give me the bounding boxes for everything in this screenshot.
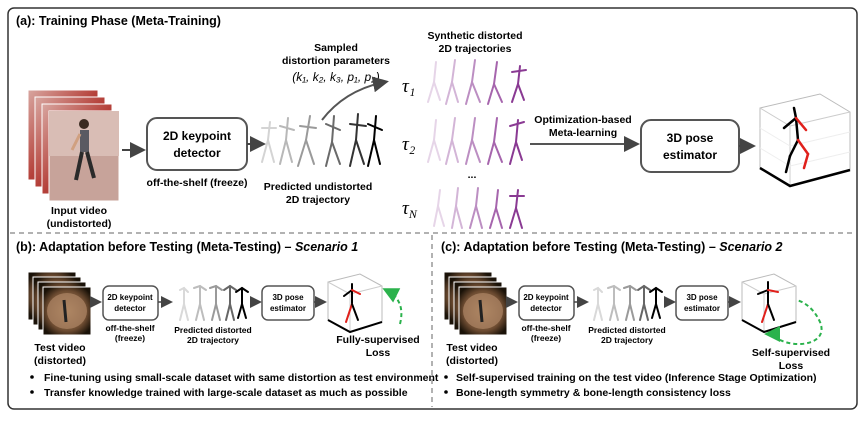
detector-caption: off-the-shelf (freeze) — [147, 177, 248, 189]
detector-c-caption-2: (freeze) — [531, 333, 561, 343]
panel-a-title: (a): Training Phase (Meta-Training) — [16, 14, 221, 28]
panel-b-bullets: Fine-tuning using small-scale dataset wi… — [30, 372, 439, 399]
detector-b-caption-2: (freeze) — [115, 333, 145, 343]
3d-pose-plot-b — [327, 273, 383, 334]
synthetic-trajectory-n — [433, 187, 525, 229]
test-video-stack-c — [443, 271, 508, 336]
3d-pose-plot — [759, 93, 851, 188]
detector-b-label-2: detector — [114, 304, 146, 313]
fully-supervised-label-2: Loss — [366, 347, 391, 359]
estimator-c-label-2: estimator — [684, 304, 720, 313]
estimator-box — [640, 119, 740, 173]
input-video-label-1: Input video — [51, 205, 107, 217]
detector-c-caption-1: off-the-shelf — [521, 323, 570, 333]
detector-box — [146, 117, 248, 171]
estimator-label-2: estimator — [663, 148, 717, 162]
panel-b-bullet-2: Transfer knowledge trained with large-sc… — [44, 387, 408, 399]
fully-supervised-arrow — [382, 288, 403, 325]
synthetic-label-2: 2D trajectories — [439, 43, 512, 55]
opt-label-1: Optimization-based — [534, 114, 631, 126]
panel-c-bullet-1: Self-supervised training on the test vid… — [456, 372, 817, 384]
panel-c-bullet-2: Bone-length symmetry & bone-length consi… — [456, 387, 731, 399]
detector-label-2: detector — [173, 146, 221, 160]
curved-sampling-arrow — [321, 76, 389, 121]
outer-frame — [7, 7, 858, 410]
detector-b-label-1: 2D keypoint — [107, 293, 153, 302]
estimator-box-c — [675, 285, 729, 321]
detector-c-label-2: detector — [530, 304, 562, 313]
self-supervised-label-1: Self-supervised — [752, 347, 830, 359]
detector-label-1: 2D keypoint — [163, 129, 231, 143]
tau-1-label: τ₁ — [402, 76, 415, 97]
predicted-distorted-b-label-2: 2D trajectory — [187, 335, 239, 345]
ellipsis: ... — [468, 169, 477, 181]
detector-c-label-1: 2D keypoint — [523, 293, 569, 302]
tau-n-label: τN — [402, 198, 418, 221]
sampled-label-2: distortion parameters — [282, 55, 390, 67]
estimator-b-label-1: 3D pose — [272, 293, 304, 302]
synthetic-label-1: Synthetic distorted — [427, 30, 522, 42]
3d-pose-plot-c — [741, 273, 797, 334]
predicted-undistorted-label-2: 2D trajectory — [286, 194, 350, 206]
tau-2-label: τ₂ — [402, 134, 416, 155]
input-video-stack — [27, 89, 120, 202]
opt-label-2: Meta-learning — [549, 127, 617, 139]
predicted-distorted-b-label-1: Predicted distorted — [174, 325, 251, 335]
test-video-c-label-1: Test video — [446, 342, 497, 354]
predicted-distorted-c-label-2: 2D trajectory — [601, 335, 653, 345]
predicted-distorted-trajectory-b — [179, 284, 249, 321]
panel-b-bullet-1: Fine-tuning using small-scale dataset wi… — [44, 372, 439, 384]
test-video-stack-b — [27, 271, 92, 336]
test-video-b-label-1: Test video — [34, 342, 85, 354]
distortion-params: (k₁, k₂, k₃, p₁, p₂) — [292, 70, 380, 84]
estimator-label-1: 3D pose — [667, 131, 714, 145]
synthetic-trajectory-2 — [427, 117, 525, 165]
self-supervised-loop — [773, 299, 823, 346]
panel-b-title: (b): Adaptation before Testing (Meta-Tes… — [16, 240, 358, 254]
fully-supervised-label-1: Fully-supervised — [336, 334, 419, 346]
predicted-undistorted-trajectory — [261, 113, 383, 167]
predicted-undistorted-label-1: Predicted undistorted — [264, 181, 373, 193]
synthetic-trajectory-1 — [427, 59, 527, 105]
detector-b-caption-1: off-the-shelf — [105, 323, 154, 333]
sampled-label-1: Sampled — [314, 42, 358, 54]
test-video-c-label-2: (distorted) — [446, 355, 498, 367]
self-supervised-label-2: Loss — [779, 360, 804, 372]
estimator-box-b — [261, 285, 315, 321]
predicted-distorted-trajectory-c — [593, 284, 663, 321]
estimator-b-label-2: estimator — [270, 304, 306, 313]
detector-box-c — [518, 285, 575, 321]
predicted-distorted-c-label-1: Predicted distorted — [588, 325, 665, 335]
panel-c-title: (c): Adaptation before Testing (Meta-Tes… — [441, 240, 783, 254]
test-video-b-label-2: (distorted) — [34, 355, 86, 367]
input-video-label-2: (undistorted) — [47, 218, 112, 230]
detector-box-b — [102, 285, 159, 321]
estimator-c-label-1: 3D pose — [686, 293, 718, 302]
panel-c-bullets: Self-supervised training on the test vid… — [444, 372, 817, 399]
